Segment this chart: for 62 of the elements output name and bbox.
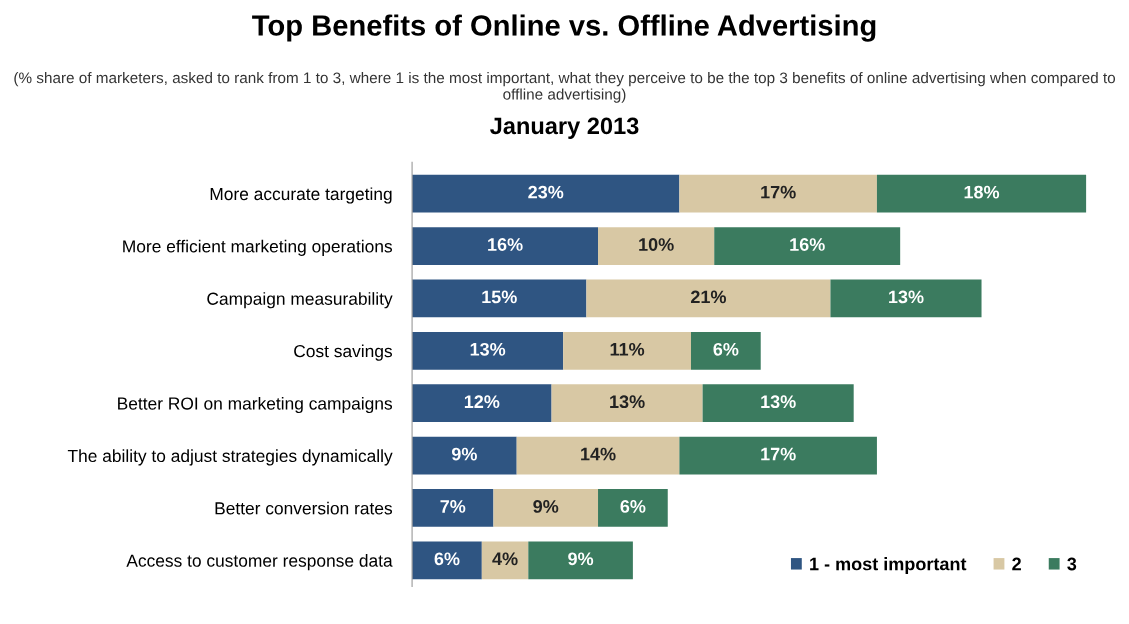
data-label: 13%	[889, 290, 924, 304]
data-label: 6%	[434, 552, 460, 566]
data-label: 23%	[528, 185, 564, 199]
data-label: 12%	[464, 395, 500, 409]
text: January 2013	[490, 117, 639, 139]
data-label: 9%	[451, 447, 477, 461]
data-label: 6%	[713, 342, 739, 356]
y-tick-label: Cost savings	[294, 344, 393, 361]
data-label: 4%	[492, 552, 518, 566]
bar	[690, 331, 761, 370]
bar	[598, 227, 715, 265]
bar	[702, 384, 854, 423]
bar	[412, 384, 552, 423]
bar	[679, 436, 877, 475]
legend-label: 1 - most important	[810, 557, 967, 574]
bar	[598, 489, 668, 527]
data-label: 17%	[761, 447, 796, 461]
bar	[563, 331, 691, 370]
bar	[516, 436, 680, 475]
bar	[528, 541, 633, 580]
data-label: 16%	[488, 238, 523, 251]
data-label: 10%	[639, 238, 674, 251]
bar	[586, 279, 831, 318]
y-tick-label: More efficient marketing operations	[123, 239, 393, 256]
bar	[412, 279, 587, 318]
chart-subtitle: (% share of marketers, asked to rank from 1 to 3, where 1 is the most important, what they perceive to be the top 3 benefits of online advertising when compared to offline advertising)	[14, 72, 1116, 103]
data-label: 11%	[610, 342, 645, 356]
bar	[412, 331, 564, 370]
bar	[412, 489, 494, 527]
data-label: 13%	[761, 395, 796, 409]
y-tick-label: Better ROI on marketing campaigns	[118, 396, 393, 414]
y-tick-label: Campaign measurability	[207, 292, 393, 309]
data-label: 13%	[610, 395, 645, 409]
data-label: 13%	[470, 342, 506, 356]
bar	[714, 227, 901, 265]
y-tick-label: Better conversion rates	[215, 501, 393, 515]
y-tick-label: More accurate targeting	[210, 187, 392, 204]
data-label: 9%	[568, 552, 594, 566]
bar	[412, 436, 517, 475]
legend-label: 3	[1067, 557, 1077, 571]
y-tick-label: The ability to adjust strategies dynamically	[67, 449, 393, 466]
bar	[412, 541, 482, 580]
data-label: 18%	[964, 185, 1000, 199]
bar	[876, 174, 1087, 213]
data-label: 9%	[533, 500, 559, 513]
bar	[679, 174, 877, 213]
chart-title: Top Benefits of Online vs. Offline Advertising	[252, 14, 876, 42]
bar	[830, 279, 982, 318]
bar	[412, 174, 680, 213]
bar	[412, 227, 599, 265]
bar	[551, 384, 703, 423]
bar	[493, 489, 599, 527]
bar	[481, 541, 529, 580]
data-label: 21%	[690, 290, 727, 304]
data-label: 6%	[620, 500, 646, 513]
data-label: 15%	[482, 290, 517, 304]
data-label: 17%	[761, 185, 796, 199]
data-label: 14%	[581, 447, 616, 461]
data-label: 7%	[440, 500, 466, 513]
legend-label: 2	[1012, 557, 1021, 571]
y-tick-label: Access to customer response data	[126, 554, 393, 571]
data-label: 16%	[790, 238, 825, 251]
